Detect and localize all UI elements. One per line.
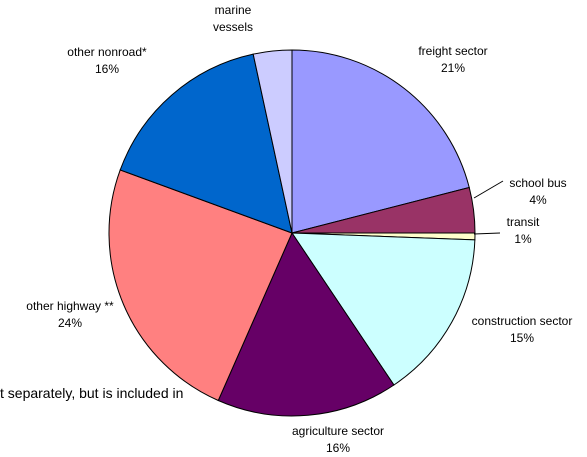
pie-slice-7 — [252, 49, 293, 234]
pie-slice-6 — [119, 53, 293, 234]
pie-slice-3 — [291, 232, 476, 386]
slice-label-5: other highway ** 24% — [26, 299, 114, 330]
leader-line-2 — [473, 232, 501, 235]
slice-label-4: agriculture sector 16% — [292, 424, 384, 455]
pie-slice-0 — [291, 49, 470, 234]
slice-label-2: transit 1% — [507, 215, 540, 246]
slice-label-7: marine vessels — [213, 3, 253, 34]
slice-labels: freight sector 21% school bus 4% transit 1% co… — [26, 3, 572, 455]
footnote-text: t separately, but is included in — [0, 385, 184, 401]
pie-slice-4 — [217, 231, 395, 417]
slice-label-3: construction sector 15% — [472, 314, 573, 345]
leader-line-1 — [473, 180, 504, 199]
pie-slice-5 — [108, 169, 293, 402]
slice-label-1: school bus 4% — [509, 176, 566, 207]
leader-lines — [473, 180, 504, 235]
slice-label-0: freight sector 21% — [418, 44, 487, 75]
pie-slices — [108, 49, 476, 417]
slice-label-6: other nonroad* 16% — [67, 45, 147, 76]
